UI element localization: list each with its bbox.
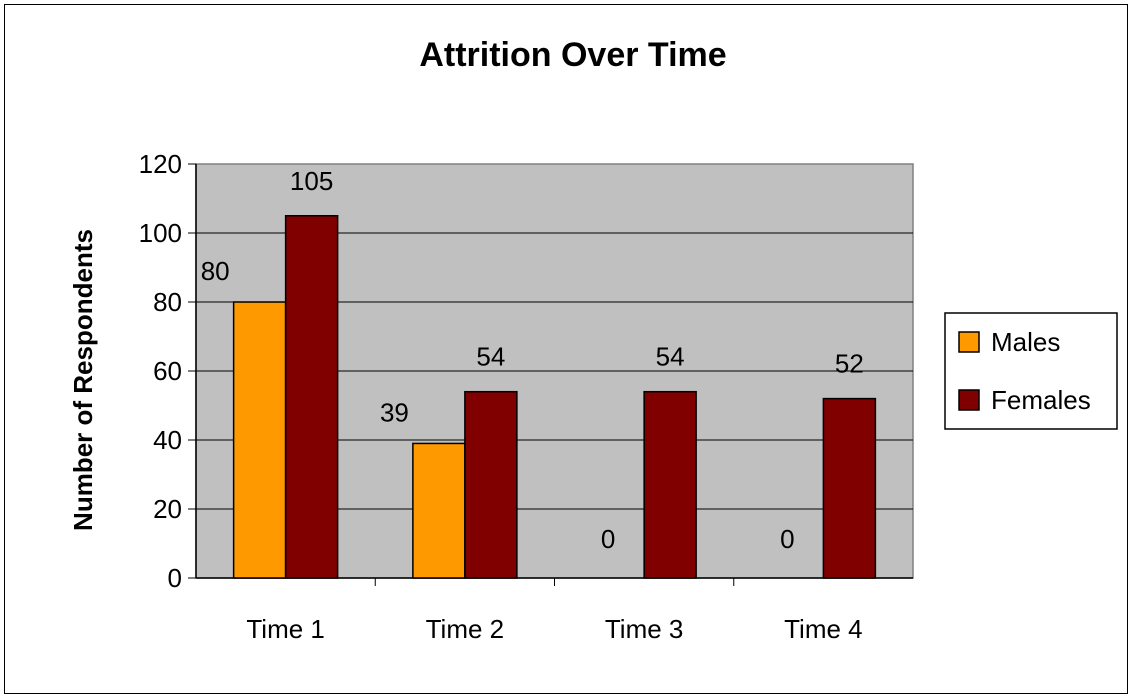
y-tick-label-0: 0 — [168, 563, 182, 593]
x-tick-label: Time 1 — [246, 614, 325, 644]
data-label-females-2: 54 — [476, 342, 505, 372]
bar-females-2 — [464, 390, 518, 579]
y-tick-label-100: 100 — [139, 218, 182, 248]
data-label-males-4: 0 — [780, 524, 794, 554]
y-axis-label: Number of Respondents — [68, 229, 98, 531]
legend-label-females: Females — [991, 385, 1091, 415]
legend-swatch-males — [958, 331, 980, 353]
y-tick-label-120: 120 — [139, 149, 182, 179]
x-tick-label: Time 4 — [784, 614, 863, 644]
x-tick-label: Time 2 — [426, 614, 505, 644]
data-label-males-1: 80 — [201, 256, 230, 286]
bar-females-3 — [643, 390, 697, 579]
data-label-females-4: 52 — [835, 349, 864, 379]
legend: Males Females — [944, 312, 1118, 430]
bar-females-4 — [822, 397, 877, 579]
y-tick-label-60: 60 — [153, 356, 182, 386]
y-tick-label-80: 80 — [153, 287, 182, 317]
y-tick-label-40: 40 — [153, 425, 182, 455]
data-label-females-1: 105 — [290, 166, 333, 196]
legend-label-males: Males — [991, 327, 1060, 357]
chart-title: Attrition Over Time — [419, 36, 726, 74]
data-label-males-2: 39 — [380, 397, 409, 427]
bar-males-2 — [412, 442, 466, 579]
y-tick-label-20: 20 — [153, 494, 182, 524]
x-tick-label: Time 3 — [605, 614, 684, 644]
bar-males-1 — [232, 301, 287, 579]
plot-area: 0 20 40 60 80 100 120 Time 1 80 105 Time 2 39 54 Time… — [139, 149, 914, 644]
data-label-males-3: 0 — [601, 524, 615, 554]
bar-females-1 — [284, 215, 339, 579]
data-label-females-3: 54 — [656, 342, 685, 372]
legend-swatch-females — [958, 389, 980, 411]
